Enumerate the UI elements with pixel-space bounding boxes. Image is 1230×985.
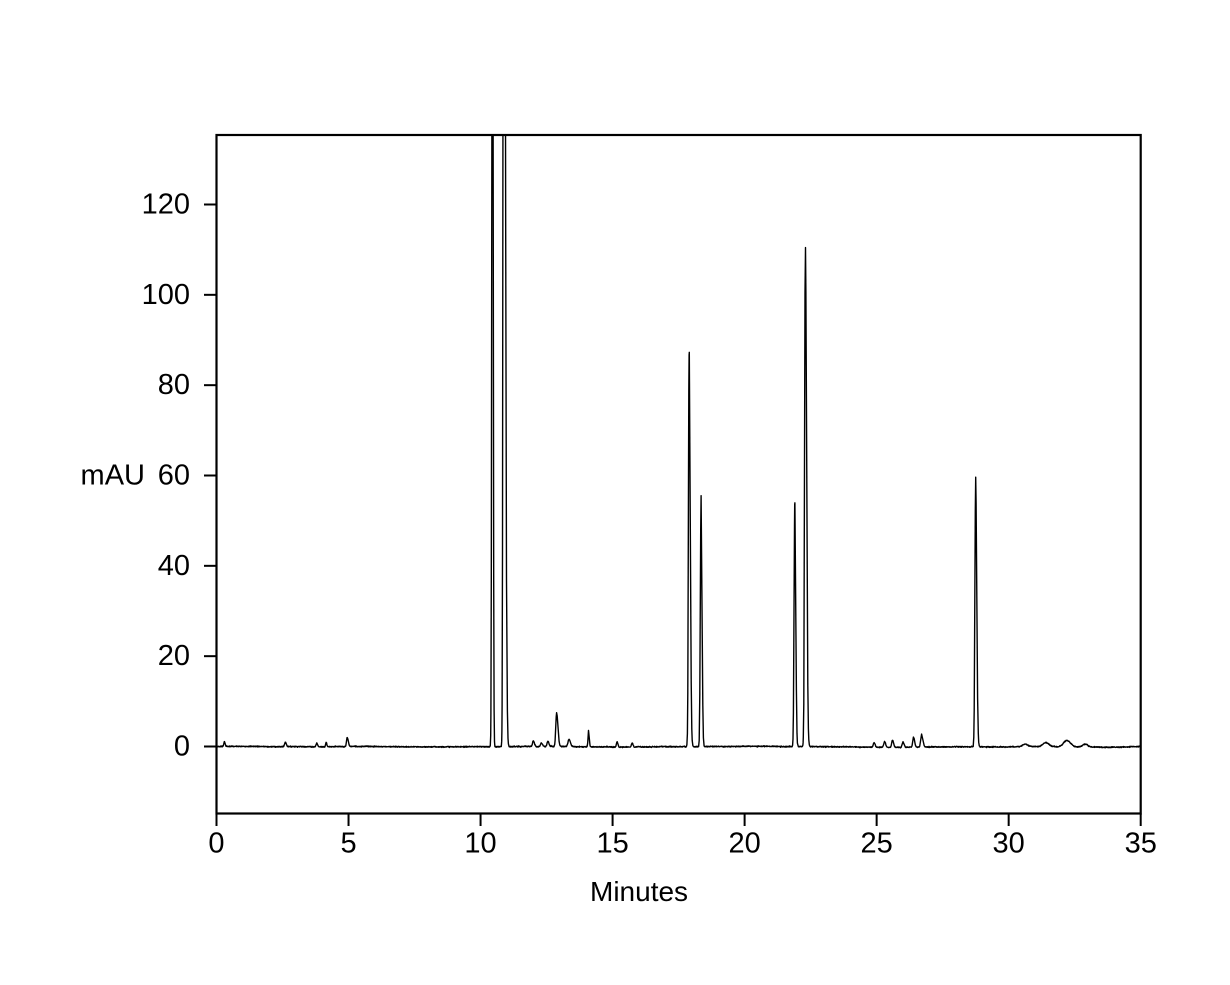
svg-text:40: 40 xyxy=(158,550,190,582)
svg-text:35: 35 xyxy=(1125,828,1157,860)
svg-text:0: 0 xyxy=(208,828,224,860)
svg-text:mAU: mAU xyxy=(81,460,145,492)
svg-text:30: 30 xyxy=(993,828,1025,860)
svg-text:20: 20 xyxy=(728,828,760,860)
svg-text:0: 0 xyxy=(174,731,190,763)
svg-text:100: 100 xyxy=(142,279,190,311)
svg-text:Minutes: Minutes xyxy=(590,876,688,907)
svg-text:120: 120 xyxy=(142,189,190,221)
svg-text:5: 5 xyxy=(340,828,356,860)
svg-text:10: 10 xyxy=(464,828,496,860)
svg-text:25: 25 xyxy=(861,828,893,860)
svg-text:15: 15 xyxy=(596,828,628,860)
svg-text:20: 20 xyxy=(158,640,190,672)
svg-text:80: 80 xyxy=(158,369,190,401)
svg-text:60: 60 xyxy=(158,460,190,492)
